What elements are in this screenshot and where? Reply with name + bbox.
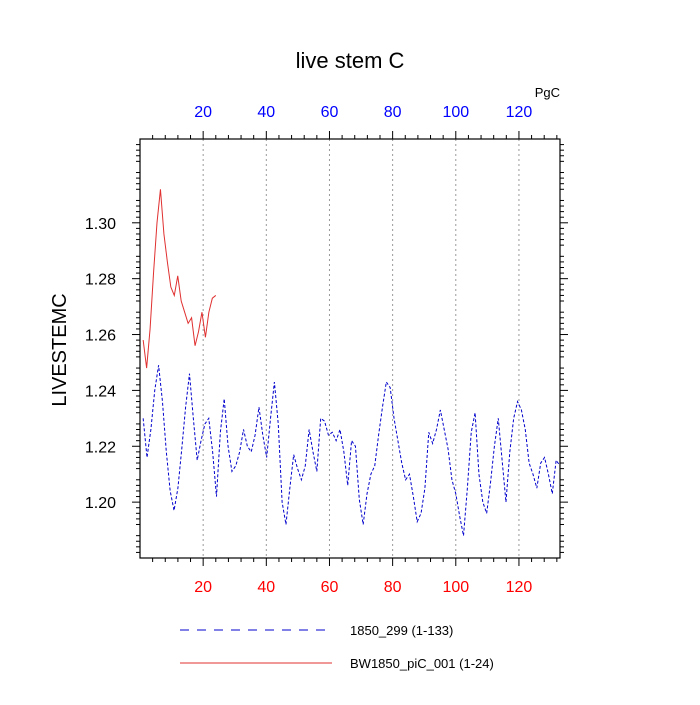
x-tick-label-top: 60: [321, 104, 339, 121]
legend-label: 1850_299 (1-133): [350, 623, 453, 638]
y-axis-label: LIVESTEMC: [49, 293, 71, 406]
y-tick-label: 1.28: [85, 272, 116, 289]
series-line-1850-299: [142, 365, 561, 536]
series-line-bw1850-pic-001: [142, 189, 217, 369]
grid-lines: [202, 139, 520, 558]
x-tick-label-top: 20: [194, 104, 212, 121]
x-tick-label-top: 40: [257, 104, 275, 121]
x-tick-label: 100: [442, 579, 469, 596]
y-tick-label: 1.30: [85, 216, 116, 233]
x-tick-label: 120: [506, 579, 533, 596]
axes: 20 20 40 40 60 60 80 80 100 100 120 120 1.20 1.22 1.24…: [85, 104, 568, 596]
y-tick-label: 1.26: [85, 328, 116, 345]
x-tick-label: 20: [194, 579, 212, 596]
legend-label: BW1850_piC_001 (1-24): [350, 656, 494, 671]
x-tick-label-top: 80: [384, 104, 402, 121]
plot-frame: [139, 138, 561, 559]
y-tick-label: 1.22: [85, 439, 116, 456]
series-layer: [142, 189, 561, 536]
y-tick-label: 1.20: [85, 495, 116, 512]
x-tick-label: 60: [321, 579, 339, 596]
x-tick-label-top: 100: [442, 104, 469, 121]
y-tick-label: 1.24: [85, 383, 116, 400]
chart-title: live stem C: [296, 48, 405, 73]
x-tick-label: 80: [384, 579, 402, 596]
units-label: PgC: [535, 85, 560, 100]
x-tick-label: 40: [257, 579, 275, 596]
x-tick-label-top: 120: [506, 104, 533, 121]
legend: 1850_299 (1-133) BW1850_piC_001 (1-24): [180, 623, 494, 671]
